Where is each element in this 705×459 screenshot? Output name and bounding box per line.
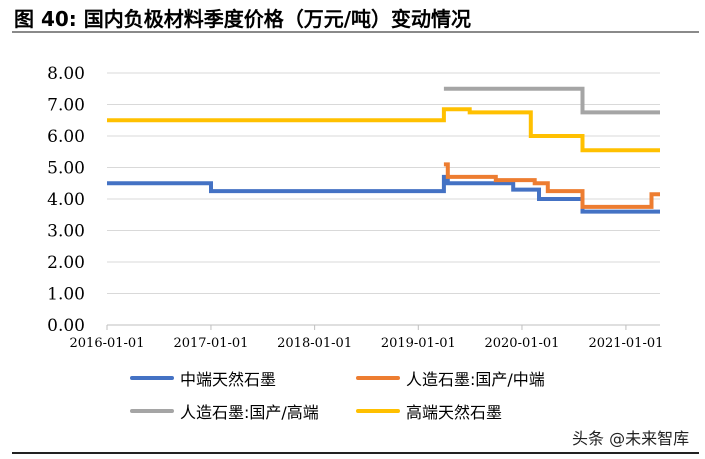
x-tick-label: 2018-01-01 [277,336,352,351]
series-line-1 [443,162,660,209]
figure-title: 图 40: 国内负极材料季度价格（万元/吨）变动情况 [14,7,472,31]
y-tick-label: 8.00 [47,64,85,84]
x-tick-label: 2021-01-01 [588,336,663,351]
watermark-text: 头条 @未来智库 [572,429,690,448]
bottom-rule [12,452,699,454]
series-line-0 [107,174,660,214]
y-tick-label: 2.00 [47,253,85,273]
legend-label: 高端天然石墨 [406,403,503,422]
y-tick-label: 7.00 [47,96,85,116]
y-tick-label: 5.00 [47,159,85,179]
legend-item-high-natural-graphite: 高端天然石墨 [356,399,502,423]
legend-item-mid-natural-graphite: 中端天然石墨 [130,366,276,390]
x-tick-label: 2017-01-01 [173,336,248,351]
y-tick-label: 1.00 [47,285,85,305]
legend-item-artificial-graphite-mid: 人造石墨:国产/中端 [356,366,545,390]
y-tick-label: 6.00 [47,127,85,147]
legend-swatch [356,409,400,413]
legend-label: 人造石墨:国产/高端 [180,403,319,422]
title-rule [12,31,699,33]
series-line-3 [107,107,660,153]
legend-item-artificial-graphite-high: 人造石墨:国产/高端 [130,399,319,423]
line-chart: 0.00 1.00 2.00 3.00 4.00 5.00 6.00 7.00 8.00 2016… [47,64,663,351]
x-tick-label: 2020-01-01 [484,336,559,351]
series-line-2 [443,86,660,115]
x-tick-label: 2019-01-01 [381,336,456,351]
y-tick-label: 4.00 [47,190,85,210]
legend-swatch [356,376,400,380]
legend-label: 中端天然石墨 [180,370,277,389]
y-tick-label: 3.00 [47,222,85,242]
x-tick-label: 2016-01-01 [70,336,145,351]
y-tick-label: 0.00 [47,316,85,336]
legend-swatch [130,409,174,413]
legend-swatch [130,376,174,380]
legend-label: 人造石墨:国产/中端 [406,370,545,389]
